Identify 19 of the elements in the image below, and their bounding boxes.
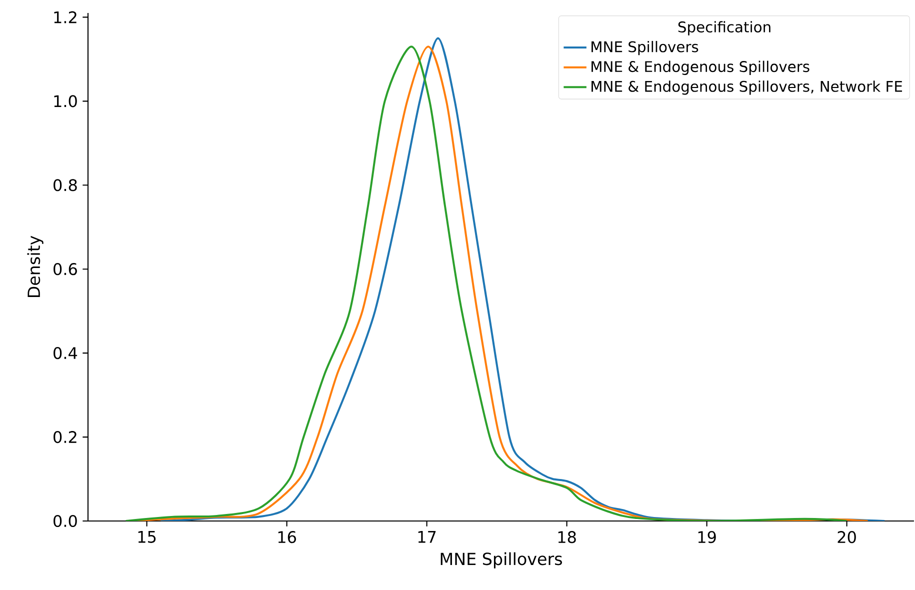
x-tick-label: 15 <box>138 531 156 543</box>
x-tick-label: 17 <box>418 531 436 543</box>
legend-label: MNE Spillovers <box>592 40 698 56</box>
y-tick-label: 1.2 <box>54 11 76 24</box>
legend-label: MNE & Endogenous Spillovers <box>592 60 810 75</box>
legend-title: Specification <box>678 21 770 36</box>
y-axis-title: Density <box>27 236 44 298</box>
y-tick-label: 0.4 <box>54 347 78 360</box>
y-tick-label: 1.0 <box>54 95 77 108</box>
y-tick-label: 0.8 <box>54 179 77 192</box>
x-tick-label: 20 <box>838 531 856 544</box>
x-axis-title: MNE Spillovers <box>440 552 562 568</box>
y-tick-label: 0.6 <box>54 263 77 276</box>
x-tick-label: 19 <box>698 531 716 544</box>
x-tick-label: 18 <box>558 531 576 544</box>
y-tick-label: 0.2 <box>54 430 76 444</box>
y-tick-label: 0.0 <box>54 514 77 528</box>
legend-label: MNE & Endogenous Spillovers, Network FE <box>592 80 902 95</box>
x-tick-label: 16 <box>278 531 296 544</box>
